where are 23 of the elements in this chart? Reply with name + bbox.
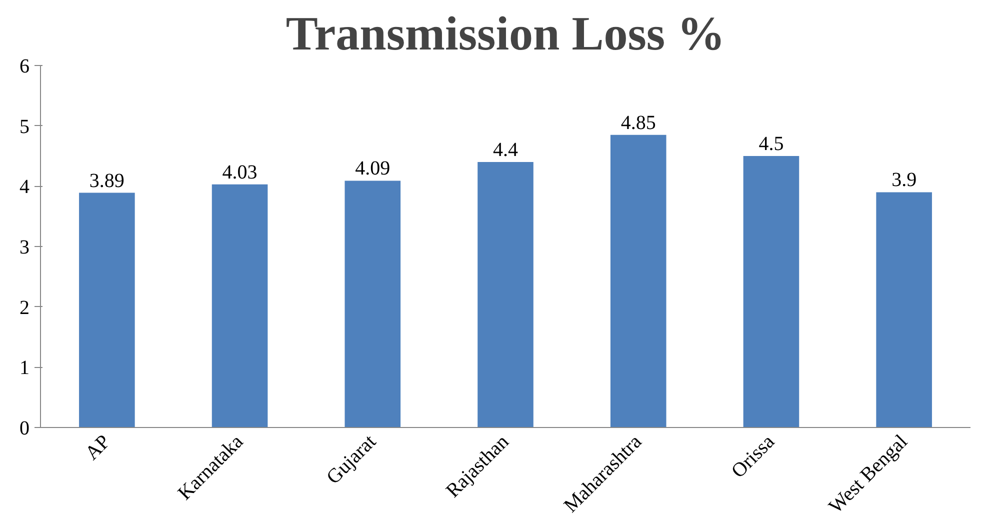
data-label: 4.09	[355, 158, 390, 180]
data-label: 3.89	[89, 170, 124, 192]
bar	[743, 156, 800, 428]
data-label: 4.03	[222, 161, 258, 184]
x-tick-label: AP	[81, 430, 115, 464]
bar	[478, 162, 534, 428]
data-label: 4.4	[493, 139, 518, 162]
y-tick-label: 4	[20, 176, 30, 198]
y-tick-label: 5	[20, 116, 30, 138]
y-tick-label: 3	[20, 236, 30, 258]
bar	[344, 180, 401, 428]
data-label: 3.9	[892, 169, 917, 192]
y-tick-label: 1	[20, 357, 30, 380]
bar	[79, 192, 135, 428]
y-tick-label: 0	[20, 418, 30, 440]
bar	[876, 192, 932, 428]
bar	[610, 134, 666, 428]
data-label: 4.85	[620, 112, 656, 134]
y-tick-label: 6	[20, 56, 30, 78]
chart-title: Transmission Loss %	[286, 8, 726, 60]
data-label: 4.5	[758, 133, 784, 155]
bar	[212, 184, 268, 428]
y-tick-label: 2	[20, 296, 30, 319]
